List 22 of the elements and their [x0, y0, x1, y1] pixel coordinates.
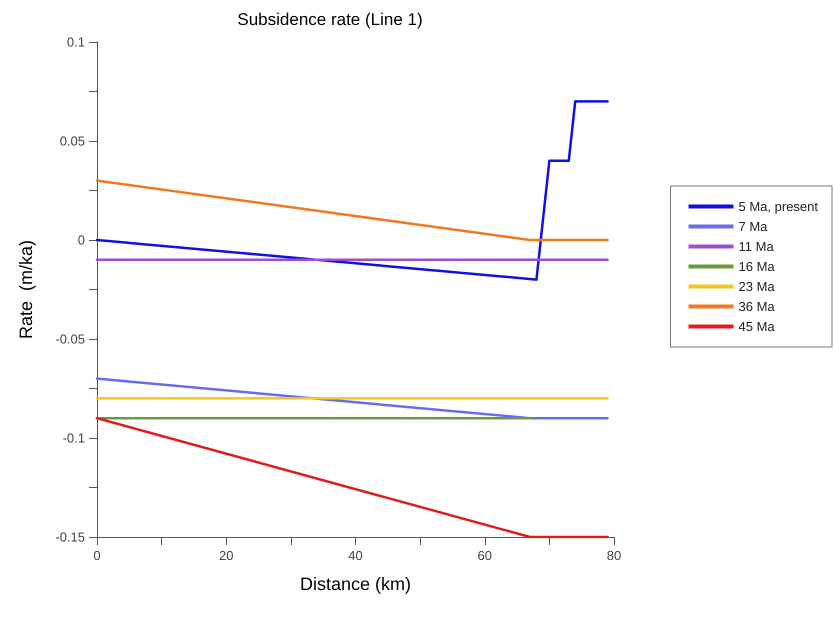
y-tick-label: 0: [78, 232, 85, 248]
x-tick-label: 0: [93, 548, 101, 563]
legend-label: 7 Ma: [738, 219, 768, 234]
legend-label: 45 Ma: [738, 319, 776, 334]
x-axis-title: Distance (km): [300, 574, 412, 594]
y-tick-label: -0.15: [55, 530, 85, 544]
legend-label: 11 Ma: [738, 239, 774, 254]
legend-label: 16 Ma: [738, 259, 776, 274]
x-tick-label: 40: [348, 548, 363, 563]
legend-label: 5 Ma, present: [738, 199, 818, 214]
legend-label: 23 Ma: [738, 279, 776, 294]
y-tick-label: -0.05: [55, 332, 85, 346]
legend-label: 36 Ma: [738, 299, 776, 314]
y-tick-label: 0.05: [60, 134, 85, 148]
x-tick-label: 80: [606, 548, 622, 563]
chart-title: Subsidence rate (Line 1): [237, 10, 423, 29]
y-tick-label: -0.1: [62, 430, 85, 446]
x-tick-label: 20: [219, 548, 234, 563]
x-tick-label: 60: [478, 548, 492, 563]
line-series: [96, 100, 609, 281]
y-tick-label: 0.1: [66, 34, 85, 50]
y-axis-title: Rate (m/ka): [16, 240, 36, 340]
